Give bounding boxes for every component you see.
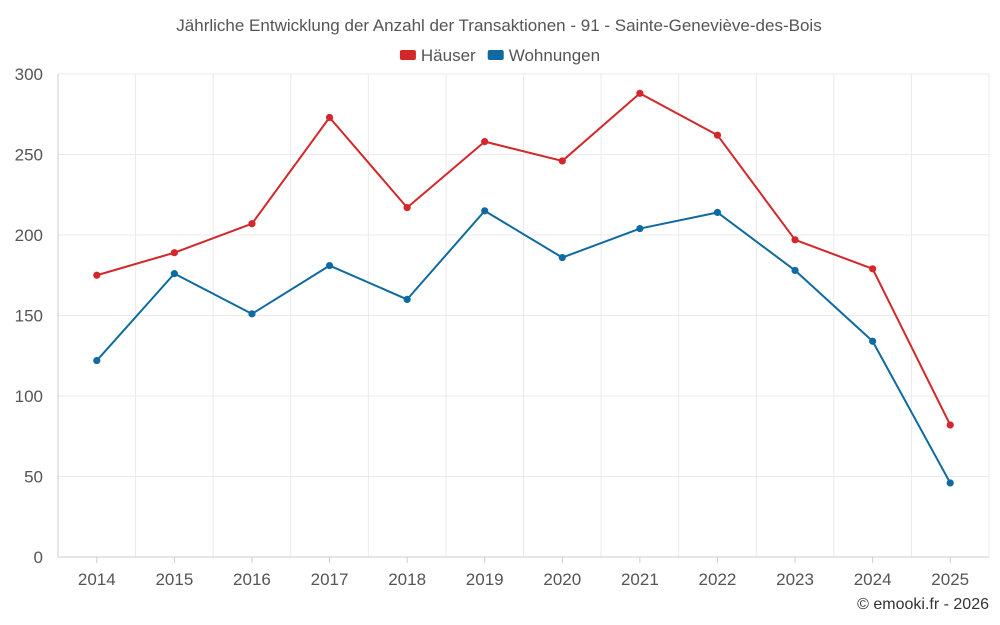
- y-tick-label: 100: [15, 387, 43, 406]
- series-line-wohnungen: [96, 209, 952, 484]
- data-point: [403, 295, 411, 303]
- x-tick-label: 2021: [621, 570, 659, 589]
- data-point: [248, 220, 256, 228]
- series-group: [93, 89, 954, 487]
- data-point: [636, 89, 644, 97]
- y-tick-label: 250: [15, 146, 43, 165]
- data-point: [403, 204, 411, 212]
- data-point: [558, 157, 566, 165]
- data-point: [325, 261, 334, 270]
- x-tick-label: 2016: [233, 570, 271, 589]
- y-axis-ticks: 0 50 100 150 200 250 300: [15, 65, 43, 567]
- data-point: [636, 224, 644, 233]
- x-tick-label: 2023: [776, 570, 814, 589]
- x-tick-label: 2020: [543, 570, 581, 589]
- y-tick-label: 150: [15, 307, 43, 326]
- data-point: [558, 253, 566, 262]
- data-point: [170, 249, 178, 257]
- data-point: [946, 479, 954, 487]
- x-tick-label: 2015: [155, 570, 193, 589]
- data-point: [170, 270, 178, 278]
- x-tick-label: 2022: [699, 570, 737, 589]
- data-point: [248, 310, 256, 318]
- data-point: [713, 208, 722, 217]
- data-point: [481, 138, 489, 146]
- legend-swatch: [399, 50, 416, 60]
- y-tick-label: 200: [15, 226, 43, 245]
- data-point: [713, 131, 722, 139]
- y-tick-label: 0: [34, 548, 43, 567]
- y-tick-label: 300: [15, 65, 43, 84]
- grid-lines: [57, 73, 990, 558]
- data-point: [93, 356, 101, 365]
- x-axis-ticks: 2014 2015 2016 2017 2018 2019 2020 2021 2022 2023…: [78, 557, 969, 589]
- legend-label: Häuser: [421, 46, 476, 65]
- y-tick-label: 50: [24, 468, 43, 487]
- legend-swatch: [487, 50, 504, 60]
- credit-text: © emooki.fr - 2026: [857, 596, 989, 613]
- data-point: [93, 271, 101, 279]
- x-tick-label: 2014: [78, 570, 116, 589]
- legend-label: Wohnungen: [509, 46, 600, 65]
- data-point: [869, 337, 877, 345]
- chart-title: Jährliche Entwicklung der Anzahl der Tra…: [176, 16, 821, 35]
- legend: Häuser Wohnungen: [399, 46, 600, 65]
- x-tick-label: 2025: [931, 570, 969, 589]
- data-point: [791, 236, 799, 244]
- x-tick-label: 2018: [388, 570, 426, 589]
- data-point: [791, 266, 799, 275]
- data-point: [481, 207, 489, 215]
- series-line-haeuser: [96, 92, 952, 426]
- x-tick-label: 2019: [466, 570, 504, 589]
- data-point: [946, 421, 954, 429]
- x-tick-label: 2024: [854, 570, 892, 589]
- data-point: [869, 265, 877, 273]
- x-tick-label: 2017: [311, 570, 349, 589]
- data-point: [325, 113, 334, 122]
